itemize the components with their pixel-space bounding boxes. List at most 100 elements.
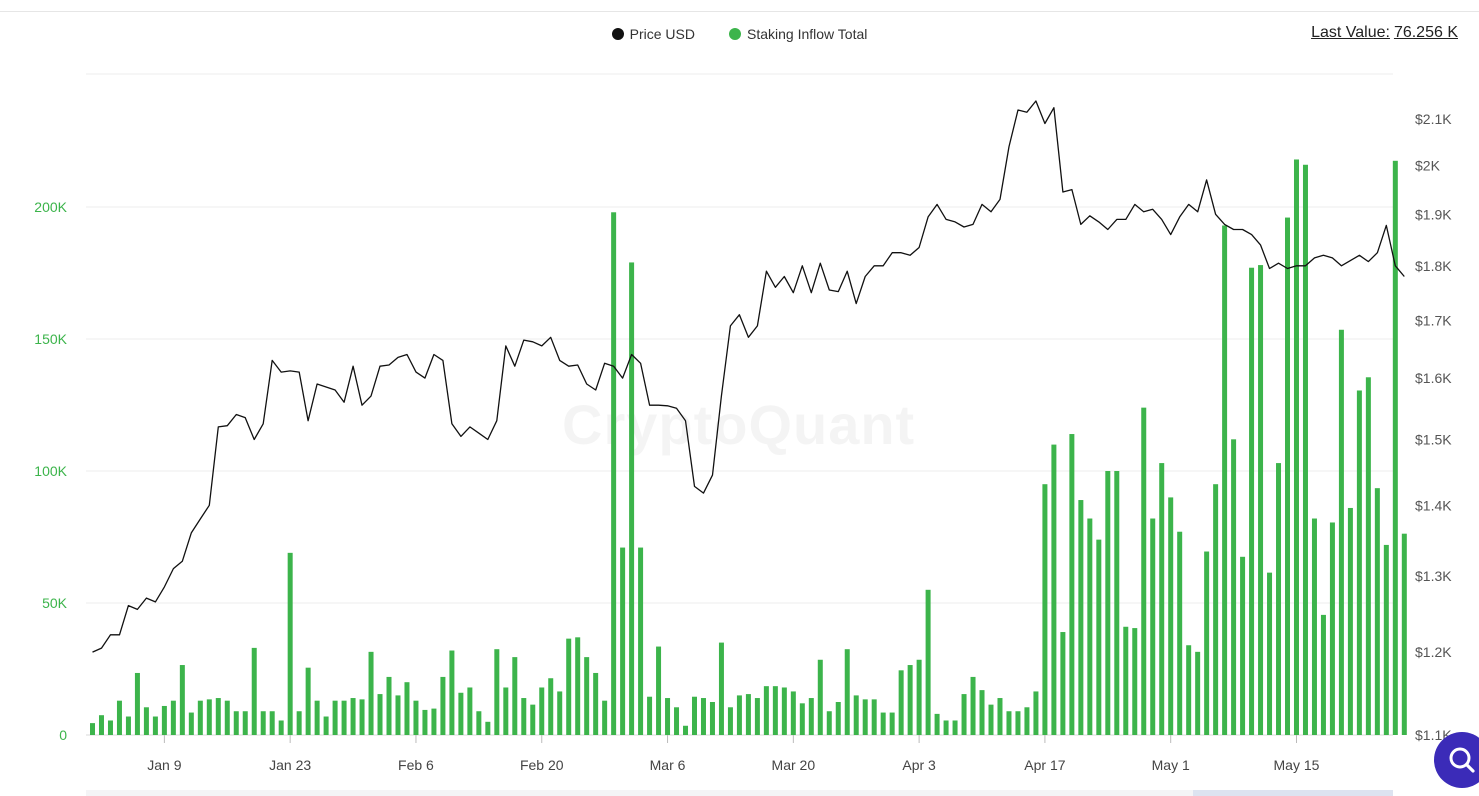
inflow-bar <box>494 649 500 735</box>
inflow-bar <box>943 720 949 735</box>
y-right-tick-label: $2K <box>1415 157 1441 173</box>
inflow-bar <box>1024 707 1030 735</box>
inflow-bar <box>979 690 985 735</box>
inflow-bar <box>188 712 194 735</box>
inflow-bar <box>296 711 302 735</box>
y-right-tick-label: $1.4K <box>1415 497 1452 513</box>
inflow-bar <box>440 676 446 735</box>
inflow-bar <box>1087 518 1093 735</box>
inflow-bar <box>1033 691 1039 735</box>
inflow-bar <box>233 711 239 735</box>
inflow-bar <box>404 682 410 735</box>
inflow-bar <box>1338 329 1344 735</box>
inflow-bar <box>1365 377 1371 735</box>
legend-dot-inflow <box>728 28 741 40</box>
inflow-bar <box>1006 711 1012 735</box>
inflow-bar <box>916 659 922 735</box>
inflow-bar <box>1392 160 1398 736</box>
inflow-bar <box>467 687 473 735</box>
y-right-tick-label: $1.5K <box>1415 432 1452 448</box>
inflow-bar <box>620 547 626 735</box>
inflow-bar <box>1285 217 1291 735</box>
inflow-bar <box>997 698 1003 735</box>
y-left-tick-label: 200K <box>34 199 67 215</box>
inflow-bar <box>566 638 572 735</box>
inflow-bar <box>1123 626 1129 735</box>
inflow-bar <box>476 711 482 735</box>
range-navigator[interactable] <box>86 790 1393 796</box>
inflow-bar <box>970 676 976 735</box>
y-right-tick-label: $1.2K <box>1415 644 1452 660</box>
inflow-bar <box>1204 551 1210 735</box>
inflow-bar <box>503 687 509 735</box>
inflow-bar <box>1302 164 1308 735</box>
inflow-bar <box>772 686 778 735</box>
inflow-bar <box>1051 444 1057 735</box>
inflow-bar <box>754 698 760 735</box>
x-tick-label: May 1 <box>1152 757 1190 773</box>
y-left-tick-label: 0 <box>59 727 67 743</box>
inflow-bar <box>1374 488 1380 735</box>
inflow-bar <box>575 637 581 735</box>
inflow-bar <box>1249 267 1255 735</box>
last-value-link[interactable]: Last Value: 76.256 K <box>1307 24 1458 42</box>
inflow-bar <box>251 647 257 735</box>
inflow-bar <box>763 686 769 735</box>
inflow-bar <box>485 721 491 735</box>
search-chat-icon <box>1449 747 1475 773</box>
inflow-bar <box>287 552 293 735</box>
x-tick-label: Feb 6 <box>398 757 434 773</box>
inflow-bar <box>1329 522 1335 735</box>
inflow-bar <box>1267 572 1273 735</box>
y-left-tick-label: 150K <box>34 331 67 347</box>
last-value-label: Last Value: <box>1311 24 1390 41</box>
inflow-bar <box>1168 497 1174 735</box>
inflow-bar <box>1114 471 1120 735</box>
inflow-bar <box>350 698 356 735</box>
x-tick-label: Jan 23 <box>269 757 311 773</box>
inflow-bar <box>1186 645 1192 735</box>
inflow-bar <box>1213 484 1219 735</box>
inflow-bar <box>1078 500 1084 735</box>
inflow-bar <box>431 708 437 735</box>
inflow-bar <box>808 698 814 735</box>
inflow-bar <box>1347 507 1353 735</box>
help-chat-button[interactable] <box>1434 732 1479 788</box>
inflow-bar <box>90 723 95 735</box>
inflow-bar <box>700 698 706 735</box>
inflow-bar <box>206 699 212 735</box>
x-tick-label: Mar 20 <box>772 757 816 773</box>
inflow-bar <box>638 547 644 735</box>
inflow-bar <box>269 711 275 735</box>
inflow-bar <box>548 678 554 735</box>
x-tick-label: Jan 9 <box>147 757 181 773</box>
inflow-bar <box>961 694 967 735</box>
y-right-tick-label: $1.7K <box>1415 312 1452 328</box>
x-tick-label: Apr 17 <box>1024 757 1065 773</box>
inflow-bar <box>1150 518 1156 735</box>
inflow-bar <box>799 703 805 735</box>
legend-item-inflow[interactable]: Staking Inflow Total <box>728 24 867 44</box>
legend-item-price[interactable]: Price USD <box>611 24 695 44</box>
inflow-bar <box>341 700 347 735</box>
inflow-bar <box>1240 556 1246 735</box>
inflow-bar <box>727 707 733 735</box>
inflow-bar <box>593 672 599 735</box>
inflow-bar <box>844 649 850 735</box>
range-navigator-window[interactable] <box>1193 790 1393 796</box>
inflow-bar <box>260 711 266 735</box>
inflow-bar <box>674 707 680 735</box>
y-right-tick-label: $1.3K <box>1415 568 1452 584</box>
inflow-bar <box>718 642 724 735</box>
inflow-bar <box>889 712 895 735</box>
inflow-bar <box>1105 471 1111 735</box>
inflow-bar <box>745 694 751 735</box>
inflow-bar <box>790 691 796 735</box>
inflow-bar <box>134 672 140 735</box>
inflow-bar <box>125 716 131 735</box>
inflow-bar <box>907 665 913 735</box>
inflow-bar <box>413 700 419 735</box>
inflow-bar <box>359 699 365 735</box>
inflow-bar <box>1276 463 1282 735</box>
